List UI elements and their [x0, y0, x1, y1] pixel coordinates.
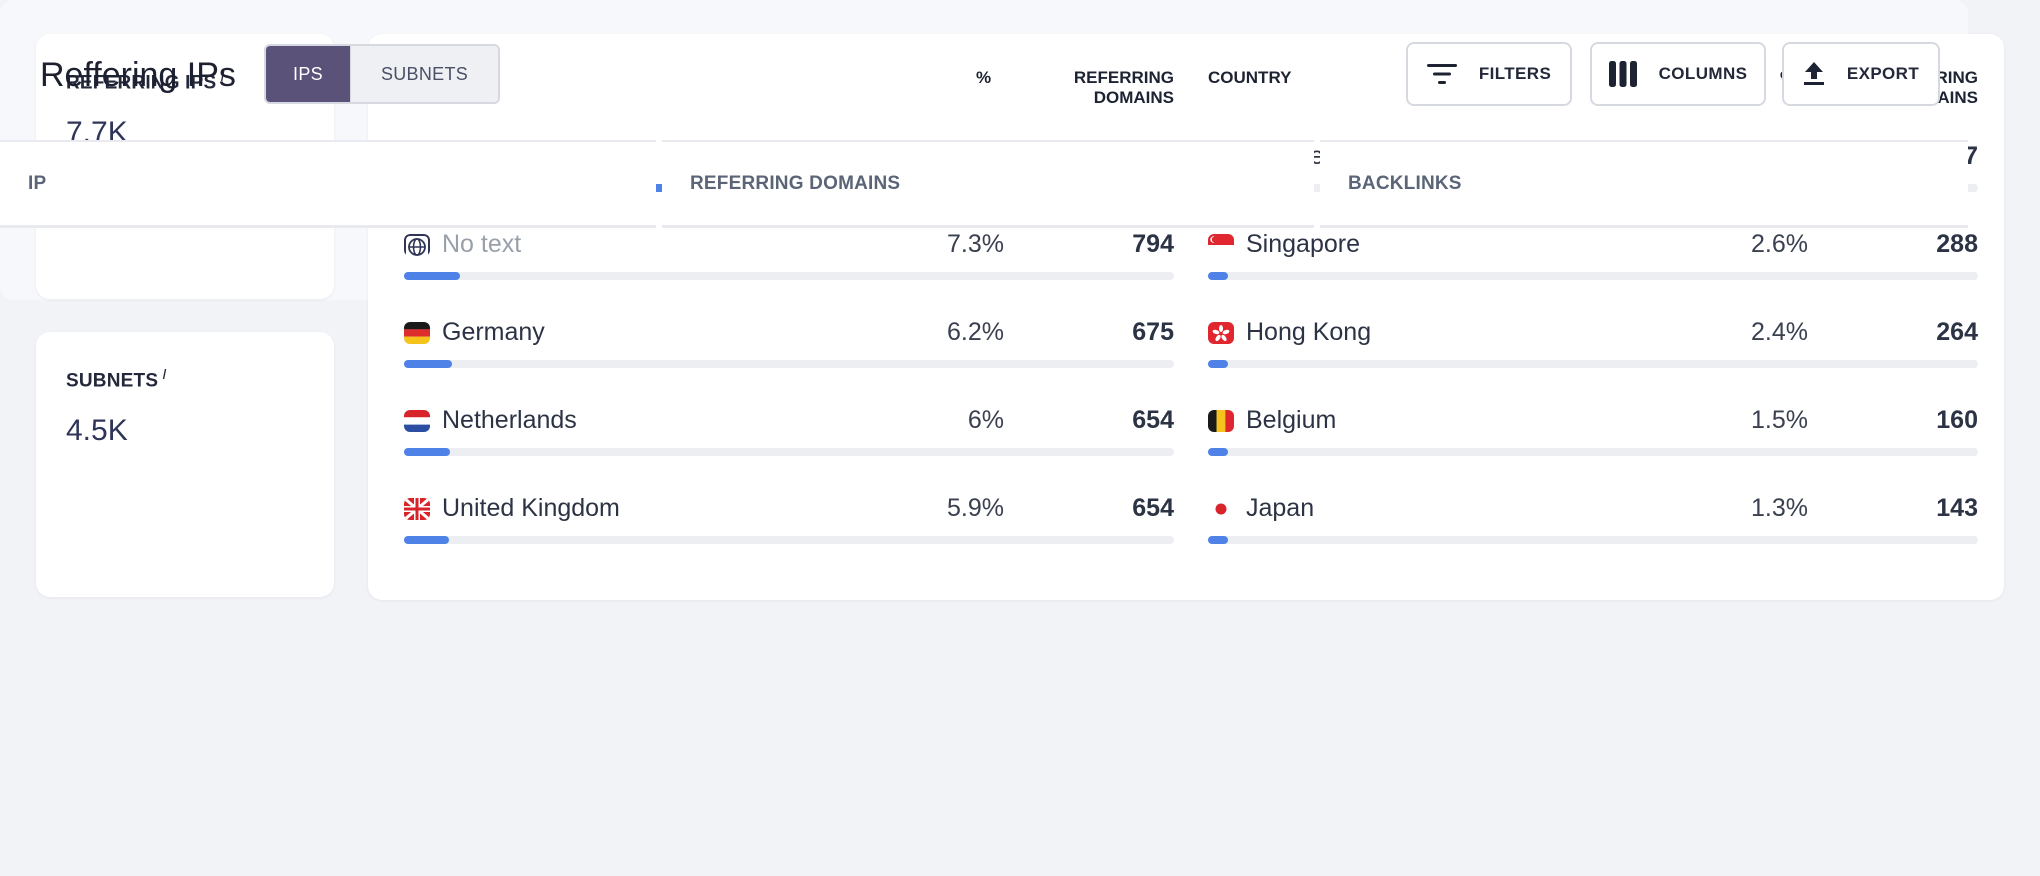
singapore-flag-icon: [1208, 234, 1234, 256]
column-header-ip[interactable]: IP: [0, 140, 656, 228]
country-referring-domains: 654: [1132, 494, 1174, 522]
country-name[interactable]: United Kingdom: [442, 494, 620, 522]
header-country: COUNTRY: [1208, 68, 1292, 87]
subnets-label: SUBNETS i: [66, 366, 167, 392]
column-header-backlinks[interactable]: BACKLINKS: [1320, 140, 1968, 228]
column-header-referring-domains[interactable]: REFERRING DOMAINS: [662, 140, 1314, 228]
country-row: Hong Kong 2.4% 264: [1208, 314, 1978, 402]
country-share-bar-track: [404, 272, 1174, 280]
header-percent: %: [976, 68, 992, 87]
country-share-bar-track: [404, 536, 1174, 544]
subnets-value: 4.5K: [66, 414, 128, 448]
filter-icon: [1426, 64, 1457, 84]
country-referring-domains: 143: [1936, 494, 1978, 522]
filters-button[interactable]: FILTERS: [1406, 42, 1572, 106]
country-share-bar-track: [1208, 272, 1978, 280]
columns-button[interactable]: COLUMNS: [1590, 42, 1766, 106]
info-icon[interactable]: i: [220, 68, 225, 85]
country-share-bar: [1208, 448, 1228, 456]
country-percent: 2.4%: [1751, 318, 1808, 346]
columns-icon: [1608, 61, 1637, 87]
country-referring-domains: 288: [1936, 230, 1978, 258]
country-referring-domains: 675: [1132, 318, 1174, 346]
country-row: United Kingdom 5.9% 654: [404, 490, 1174, 578]
info-icon[interactable]: i: [162, 366, 167, 383]
subnets-card: SUBNETS i 4.5K: [36, 332, 334, 597]
germany-flag-icon: [404, 322, 430, 344]
country-share-bar: [404, 360, 452, 368]
country-share-bar-track: [404, 360, 1174, 368]
subnets-tab[interactable]: SUBNETS: [350, 46, 498, 102]
country-percent: 5.9%: [947, 494, 1004, 522]
country-name[interactable]: Belgium: [1246, 406, 1337, 434]
country-name[interactable]: Hong Kong: [1246, 318, 1372, 346]
country-percent: 1.5%: [1751, 406, 1808, 434]
country-share-bar: [1208, 536, 1228, 544]
country-percent: 6.2%: [947, 318, 1004, 346]
columns-label: COLUMNS: [1658, 64, 1748, 83]
country-share-bar-track: [1208, 360, 1978, 368]
country-row: Germany 6.2% 675: [404, 314, 1174, 402]
country-share-bar: [1208, 360, 1228, 368]
referring-ips-label: REFERRING IPS i: [66, 68, 225, 94]
country-row: Singapore 2.6% 288: [1208, 226, 1978, 314]
country-share-bar-track: [404, 448, 1174, 456]
country-share-bar: [404, 536, 449, 544]
country-referring-domains: 160: [1936, 406, 1978, 434]
country-row: Japan 1.3% 143: [1208, 490, 1978, 578]
belgium-flag-icon: [1208, 410, 1234, 432]
country-percent: 7.3%: [947, 230, 1004, 258]
country-referring-domains: 654: [1132, 406, 1174, 434]
country-row: Netherlands 6% 654: [404, 402, 1174, 490]
country-referring-domains: 794: [1132, 230, 1174, 258]
globe-icon: [404, 234, 430, 256]
view-toggle: IPS SUBNETS: [264, 44, 500, 104]
country-row: Belgium 1.5% 160: [1208, 402, 1978, 490]
country-name[interactable]: Japan: [1246, 494, 1315, 522]
upload-icon: [1803, 62, 1824, 85]
country-name[interactable]: Germany: [442, 318, 545, 346]
country-share-bar: [404, 272, 460, 280]
country-name[interactable]: Singapore: [1246, 230, 1360, 258]
country-percent: 1.3%: [1751, 494, 1808, 522]
country-referring-domains: 264: [1936, 318, 1978, 346]
country-share-bar-track: [1208, 536, 1978, 544]
country-share-bar: [404, 448, 450, 456]
hong-kong-flag-icon: [1208, 322, 1234, 344]
export-label: EXPORT: [1846, 64, 1920, 83]
country-share-bar: [1208, 272, 1228, 280]
country-share-bar-track: [1208, 448, 1978, 456]
country-name[interactable]: Netherlands: [442, 406, 577, 434]
country-name[interactable]: No text: [442, 230, 522, 258]
japan-flag-icon: [1208, 498, 1234, 520]
export-button[interactable]: EXPORT: [1782, 42, 1940, 106]
uk-flag-icon: [404, 498, 430, 520]
country-percent: 6%: [967, 406, 1004, 434]
country-row: No text 7.3% 794: [404, 226, 1174, 314]
ips-tab[interactable]: IPS: [266, 46, 350, 102]
table-title: Reffering IPs: [40, 56, 236, 94]
netherlands-flag-icon: [404, 410, 430, 432]
country-percent: 2.6%: [1751, 230, 1808, 258]
filters-label: FILTERS: [1478, 64, 1552, 83]
